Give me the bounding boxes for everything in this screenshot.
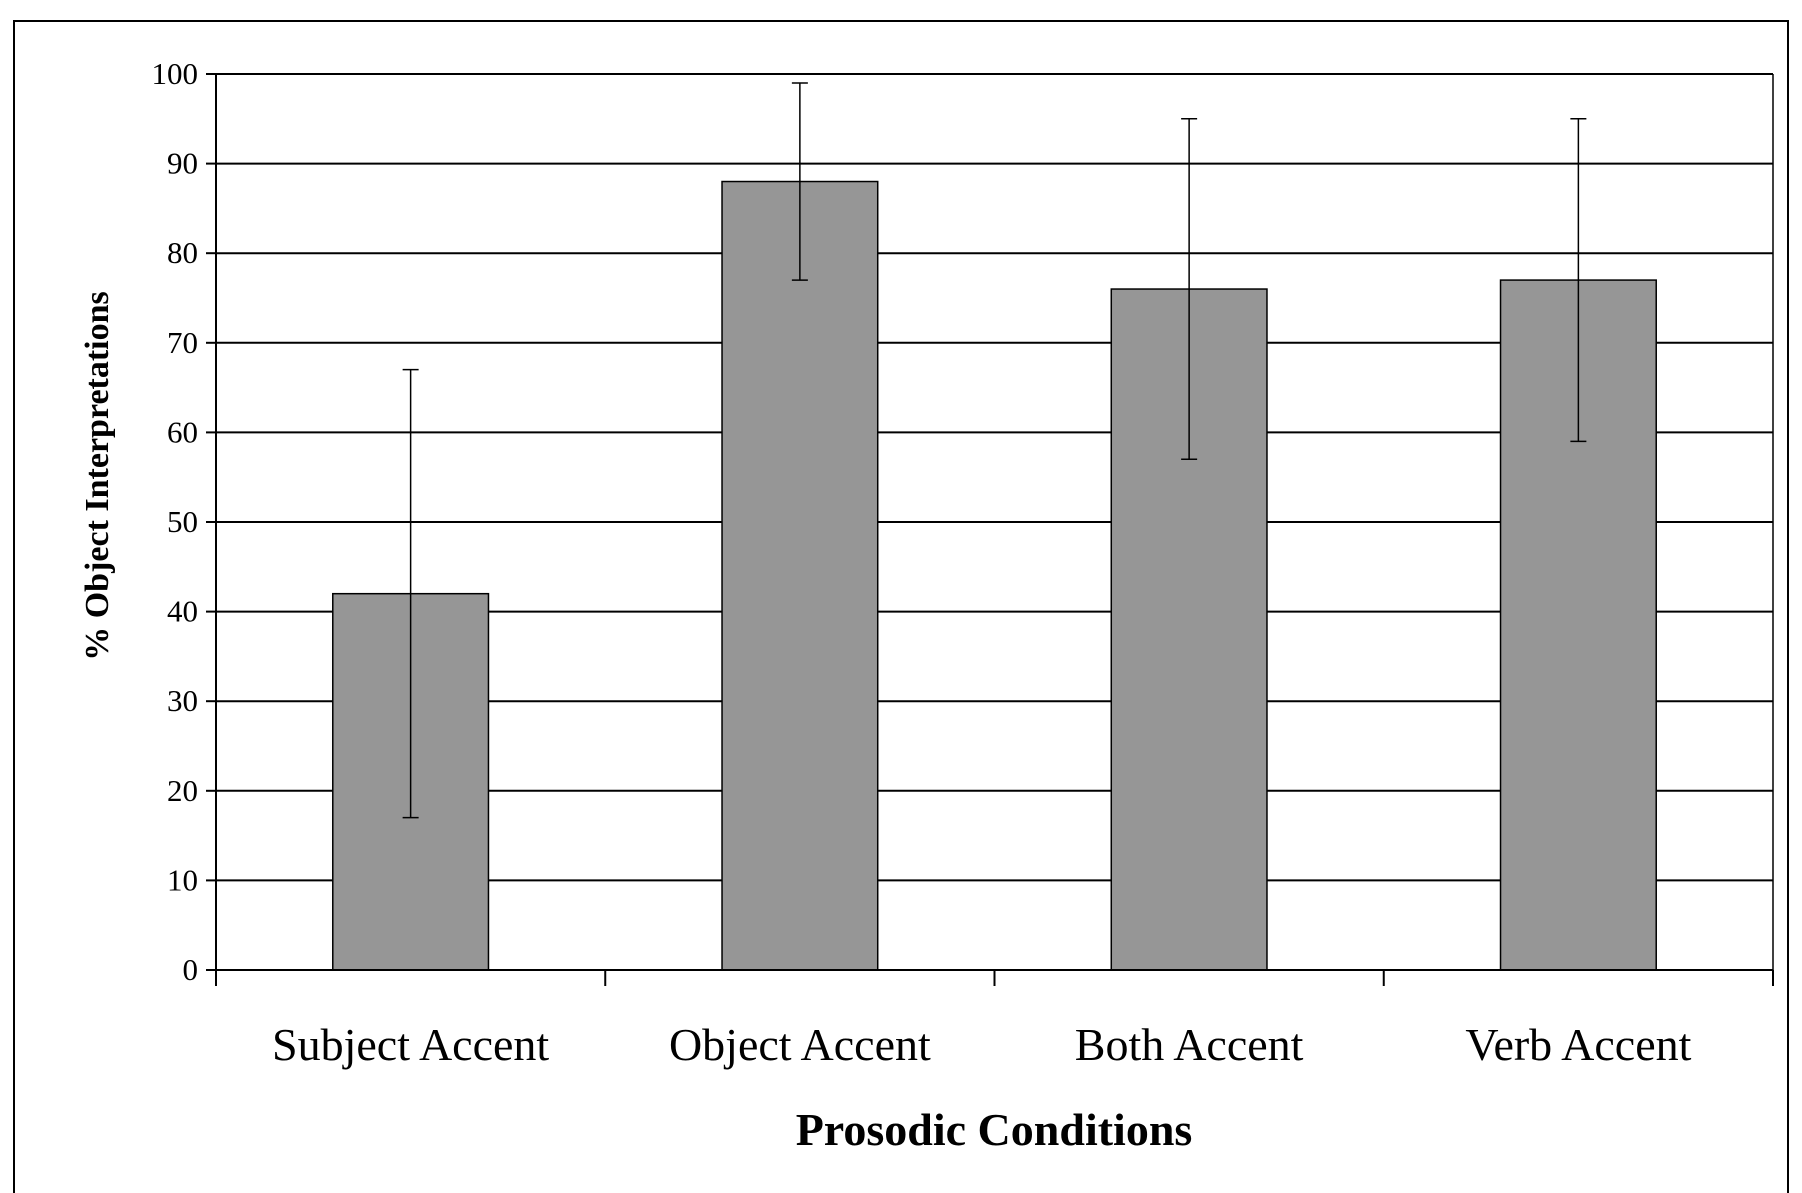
y-axis-label: % Object Interpretations [79, 291, 116, 661]
y-tick-label: 100 [152, 56, 199, 91]
chart-frame [13, 20, 1789, 1193]
y-tick-label: 0 [183, 952, 199, 987]
x-category-label: Object Accent [669, 1019, 931, 1070]
x-axis-label: Prosodic Conditions [796, 1104, 1193, 1155]
y-tick-label: 90 [167, 146, 198, 181]
y-tick-label: 20 [167, 773, 198, 808]
bar-object-accent [721, 180, 879, 971]
y-tick-label: 70 [167, 325, 198, 360]
y-tick-label: 40 [167, 594, 198, 629]
x-category-label: Subject Accent [272, 1019, 549, 1070]
y-tick-label: 30 [167, 683, 198, 718]
x-category-label: Both Accent [1075, 1019, 1304, 1070]
y-tick-label: 10 [167, 862, 198, 897]
y-tick-label: 50 [167, 504, 198, 539]
y-tick-label: 80 [167, 235, 198, 270]
y-tick-label: 60 [167, 414, 198, 449]
x-category-label: Verb Accent [1465, 1019, 1691, 1070]
